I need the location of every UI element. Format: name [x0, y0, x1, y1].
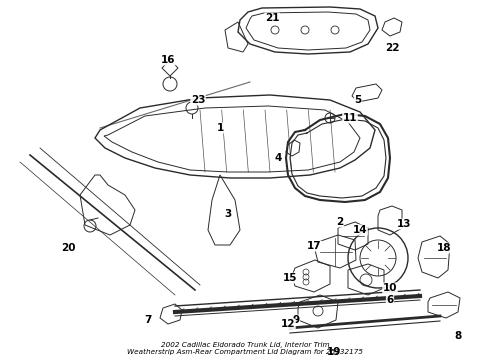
Text: 16: 16: [161, 55, 175, 65]
Text: 11: 11: [343, 113, 357, 123]
Text: 5: 5: [354, 95, 362, 105]
Text: 17: 17: [307, 241, 321, 251]
Text: 12: 12: [281, 319, 295, 329]
Text: 18: 18: [437, 243, 451, 253]
Text: 6: 6: [387, 295, 393, 305]
Text: 13: 13: [397, 219, 411, 229]
Text: 9: 9: [293, 315, 299, 325]
Text: 22: 22: [385, 43, 399, 53]
Text: 10: 10: [383, 283, 397, 293]
Text: 15: 15: [283, 273, 297, 283]
Text: 20: 20: [61, 243, 75, 253]
Text: 21: 21: [265, 13, 279, 23]
Text: 14: 14: [353, 225, 368, 235]
Text: 19: 19: [327, 347, 341, 357]
Text: 4: 4: [274, 153, 282, 163]
Text: 8: 8: [454, 331, 462, 341]
Text: 7: 7: [145, 315, 152, 325]
Text: 2002 Cadillac Eldorado Trunk Lid, Interior Trim
Weatherstrip Asm-Rear Compartmen: 2002 Cadillac Eldorado Trunk Lid, Interi…: [127, 342, 363, 355]
Text: 23: 23: [191, 95, 205, 105]
Text: 2: 2: [336, 217, 343, 227]
Text: 3: 3: [224, 209, 232, 219]
Text: 1: 1: [217, 123, 223, 133]
